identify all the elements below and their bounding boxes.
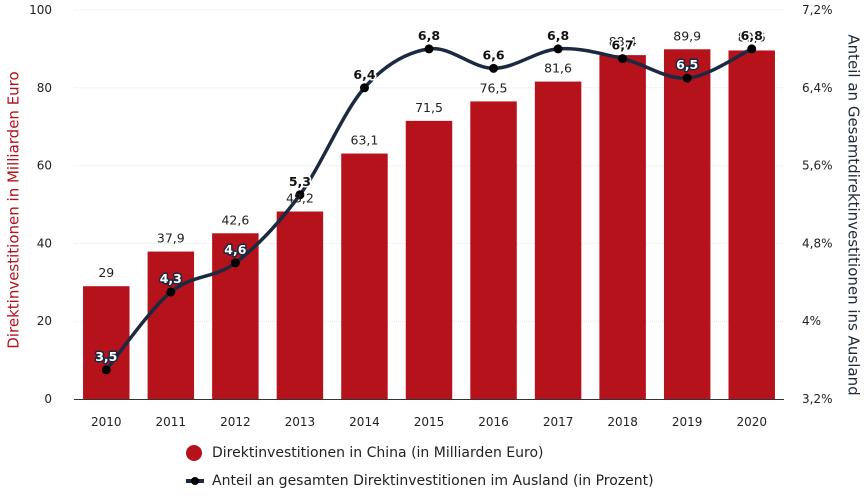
line-value-label: 6,8: [418, 28, 440, 43]
x-tick-label: 2015: [414, 415, 445, 429]
line-value-label: 5,3: [289, 174, 311, 189]
legend-line-label: Anteil an gesamten Direktinvestitionen i…: [212, 473, 654, 489]
line-point: [295, 190, 305, 200]
y-tick-label-right: 6,4%: [802, 81, 833, 95]
bar-value-label: 63,1: [351, 133, 379, 148]
bar: [147, 251, 195, 399]
bar-value-label: 89,6: [738, 29, 766, 44]
bar: [341, 153, 388, 399]
y-tick-label-left: 40: [37, 236, 52, 250]
line-point: [424, 44, 434, 54]
line-value-label: 6,4: [353, 67, 375, 82]
legend-item-line[interactable]: Anteil an gesamten Direktinvestitionen i…: [186, 473, 654, 489]
bar-value-label: 76,5: [480, 80, 508, 95]
bar-value-label: 71,5: [415, 100, 443, 115]
x-tick-label: 2011: [156, 415, 187, 429]
bar-value-label: 29: [98, 265, 114, 280]
bar: [276, 211, 324, 399]
bar: [534, 81, 582, 400]
x-tick-label: 2010: [91, 415, 122, 429]
line-value-label: 6,7: [612, 38, 634, 53]
line-point: [166, 287, 176, 297]
bar-value-label: 81,6: [544, 61, 572, 76]
legend-bars-label: Direktinvestitionen in China (in Milliar…: [212, 445, 544, 461]
line-value-label: 6,6: [482, 47, 504, 62]
line-point: [359, 83, 369, 93]
x-tick-label: 2013: [285, 415, 316, 429]
line-point: [747, 44, 757, 54]
x-tick-label: 2012: [220, 415, 251, 429]
bar: [728, 50, 775, 400]
bar-value-label: 48,2: [286, 191, 314, 206]
bar: [470, 101, 517, 399]
line-point: [682, 73, 692, 83]
y-tick-label-right: 3,2%: [802, 392, 833, 406]
y-tick-label-right: 4,8%: [802, 236, 833, 250]
y-tick-label-right: 4%: [802, 314, 821, 328]
bar: [212, 233, 259, 399]
line-value-label: 3,5: [95, 349, 117, 364]
bar: [83, 286, 130, 399]
line-point: [101, 365, 111, 375]
bar-value-label: 37,9: [157, 231, 185, 246]
line-value-label: 4,6: [224, 242, 246, 257]
y-tick-label-left: 80: [37, 81, 52, 95]
line-point: [230, 258, 240, 268]
y-tick-label-left: 100: [29, 3, 52, 17]
line-value-label: 6,5: [676, 57, 698, 72]
line-value-label: 4,3: [160, 271, 182, 286]
bar-value-label: 88,4: [609, 34, 637, 49]
x-tick-label: 2020: [736, 415, 767, 429]
y-axis-right-title: Anteil an Gesamtdirektinvestitionen ins …: [844, 34, 863, 396]
bar: [663, 49, 711, 399]
bar-value-label: 89,9: [673, 28, 701, 43]
line-value-label: 6,8: [741, 28, 763, 43]
y-tick-label-left: 0: [44, 392, 52, 406]
legend-line-marker-icon: [186, 473, 204, 489]
line-point: [553, 44, 563, 54]
y-tick-label-right: 7,2%: [802, 3, 833, 17]
x-tick-label: 2014: [349, 415, 380, 429]
x-tick-label: 2018: [607, 415, 638, 429]
bar: [405, 120, 453, 400]
line-series-path: [104, 46, 753, 371]
line-point: [489, 63, 499, 73]
x-tick-label: 2017: [543, 415, 574, 429]
y-axis-left-title: Direktinvestitionen in Milliarden Euro: [4, 71, 23, 349]
x-tick-label: 2019: [672, 415, 703, 429]
y-tick-label-right: 5,6%: [802, 159, 833, 173]
line-point: [618, 54, 628, 64]
x-tick-label: 2016: [478, 415, 509, 429]
legend-bar-marker-icon: [186, 445, 202, 461]
bar: [599, 55, 646, 400]
bar-value-label: 42,6: [221, 212, 249, 227]
legend-item-bars[interactable]: Direktinvestitionen in China (in Milliar…: [186, 445, 544, 461]
y-tick-label-left: 20: [37, 314, 52, 328]
y-tick-label-left: 60: [37, 159, 52, 173]
line-value-label: 6,8: [547, 28, 569, 43]
